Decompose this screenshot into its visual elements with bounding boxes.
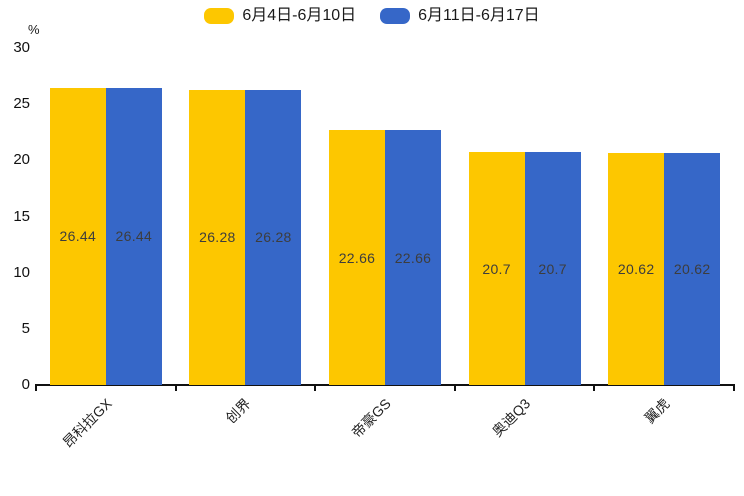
x-axis-tick bbox=[35, 385, 37, 391]
bar-week2: 20.62 bbox=[664, 153, 721, 385]
x-axis-tick bbox=[314, 385, 317, 391]
legend-item-week2[interactable]: 6月11日-6月17日 bbox=[380, 8, 540, 24]
y-tick-label: 30 bbox=[13, 39, 30, 56]
bar-value-label: 20.7 bbox=[482, 260, 511, 277]
x-category-label: 昂科拉GX bbox=[59, 395, 115, 451]
x-axis-tick bbox=[593, 385, 596, 391]
y-tick-label: 25 bbox=[13, 95, 30, 113]
bar-week1: 26.44 bbox=[49, 87, 106, 385]
bar-value-label: 26.28 bbox=[199, 229, 236, 246]
legend-label-week1: 6月4日-6月10日 bbox=[242, 7, 357, 24]
y-tick-label: 15 bbox=[13, 207, 30, 225]
y-tick-label: 10 bbox=[13, 263, 30, 281]
legend-item-week1[interactable]: 6月4日-6月10日 bbox=[204, 8, 356, 24]
bar-value-label: 26.28 bbox=[255, 229, 292, 246]
x-category-label: 创界 bbox=[222, 395, 254, 427]
bar-week2: 22.66 bbox=[385, 130, 441, 385]
bar-value-label: 22.66 bbox=[394, 249, 432, 266]
bar-value-label: 26.44 bbox=[59, 228, 97, 245]
bar-week1: 26.28 bbox=[189, 89, 246, 385]
x-axis-tick bbox=[733, 385, 735, 391]
bar-week2: 26.28 bbox=[245, 89, 302, 385]
y-axis-unit-label: % bbox=[28, 22, 40, 37]
legend-swatch-blue-icon bbox=[380, 8, 411, 24]
bar-week1: 22.66 bbox=[329, 130, 385, 385]
y-tick-label: 5 bbox=[21, 319, 30, 337]
legend-label-week2: 6月11日-6月17日 bbox=[418, 7, 540, 24]
x-category-label: 奥迪Q3 bbox=[488, 395, 534, 440]
bar-value-label: 20.62 bbox=[673, 261, 711, 278]
bar-week1: 20.62 bbox=[608, 153, 665, 385]
y-tick-label: 0 bbox=[21, 376, 30, 393]
x-category-label: 翼虎 bbox=[641, 395, 673, 427]
bar-value-label: 22.66 bbox=[338, 249, 376, 266]
bar-value-label: 20.62 bbox=[617, 261, 655, 278]
y-tick-label: 20 bbox=[13, 151, 30, 169]
bar-week2: 26.44 bbox=[105, 87, 162, 385]
bar-week1: 20.7 bbox=[468, 152, 525, 385]
bar-value-label: 26.44 bbox=[115, 228, 153, 245]
bar-week2: 20.7 bbox=[524, 152, 581, 385]
x-axis-tick bbox=[453, 385, 456, 391]
x-category-label: 帝豪GS bbox=[348, 395, 394, 441]
legend: 6月4日-6月10日 6月11日-6月17日 bbox=[0, 8, 744, 24]
x-axis-line bbox=[35, 384, 735, 386]
x-axis-tick bbox=[174, 385, 177, 391]
legend-swatch-yellow-icon bbox=[204, 8, 235, 24]
bar-value-label: 20.7 bbox=[538, 260, 567, 277]
